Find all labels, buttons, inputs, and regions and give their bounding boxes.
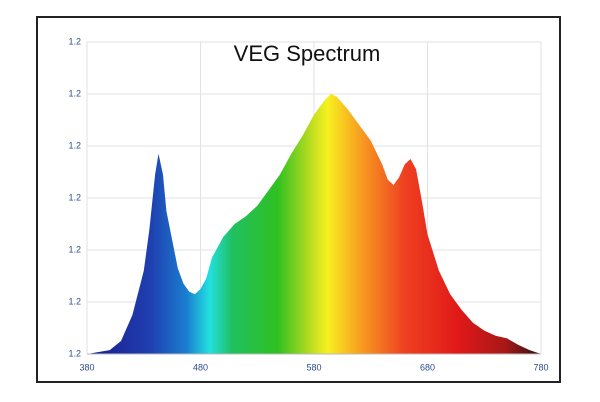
x-tick-label: 380 [79,362,94,372]
x-tick-label: 780 [533,362,548,372]
chart-title: VEG Spectrum [234,41,381,66]
y-tick-label: 1.2 [68,88,81,98]
spectrum-area [87,94,541,354]
x-tick-label: 580 [306,362,321,372]
y-tick-label: 1.2 [68,348,81,358]
x-tick-label: 480 [193,362,208,372]
y-tick-label: 1.2 [68,296,81,306]
y-tick-label: 1.2 [68,192,81,202]
y-tick-label: 1.2 [68,36,81,46]
x-tick-label: 680 [420,362,435,372]
y-tick-label: 1.2 [68,140,81,150]
y-tick-label: 1.2 [68,244,81,254]
